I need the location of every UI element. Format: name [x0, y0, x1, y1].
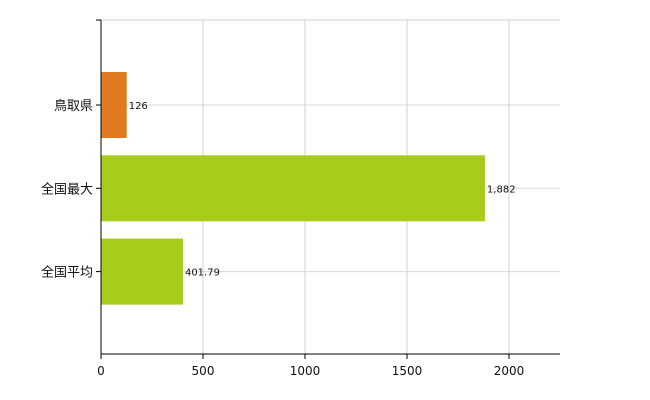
data-label: 1,882	[487, 184, 516, 195]
x-tick-label: 500	[192, 364, 215, 378]
x-tick-label: 0	[97, 364, 105, 378]
bar	[101, 238, 183, 305]
labels: 0 500 1000 1500 2000 126 鳥取県 1,882 全国最大 401.79 全国平…	[41, 99, 524, 378]
x-tick-label: 1000	[290, 364, 321, 378]
data-label: 401.79	[185, 268, 220, 279]
x-tick-label: 2000	[494, 364, 525, 378]
bar	[101, 72, 127, 138]
x-tick-label: 1500	[392, 364, 423, 378]
bar	[101, 155, 485, 222]
category-label: 全国最大	[41, 181, 93, 197]
category-label: 鳥取県	[54, 99, 93, 114]
category-label: 全国平均	[41, 265, 93, 281]
axes	[96, 19, 560, 359]
data-label: 126	[129, 101, 148, 112]
bars	[101, 72, 485, 305]
